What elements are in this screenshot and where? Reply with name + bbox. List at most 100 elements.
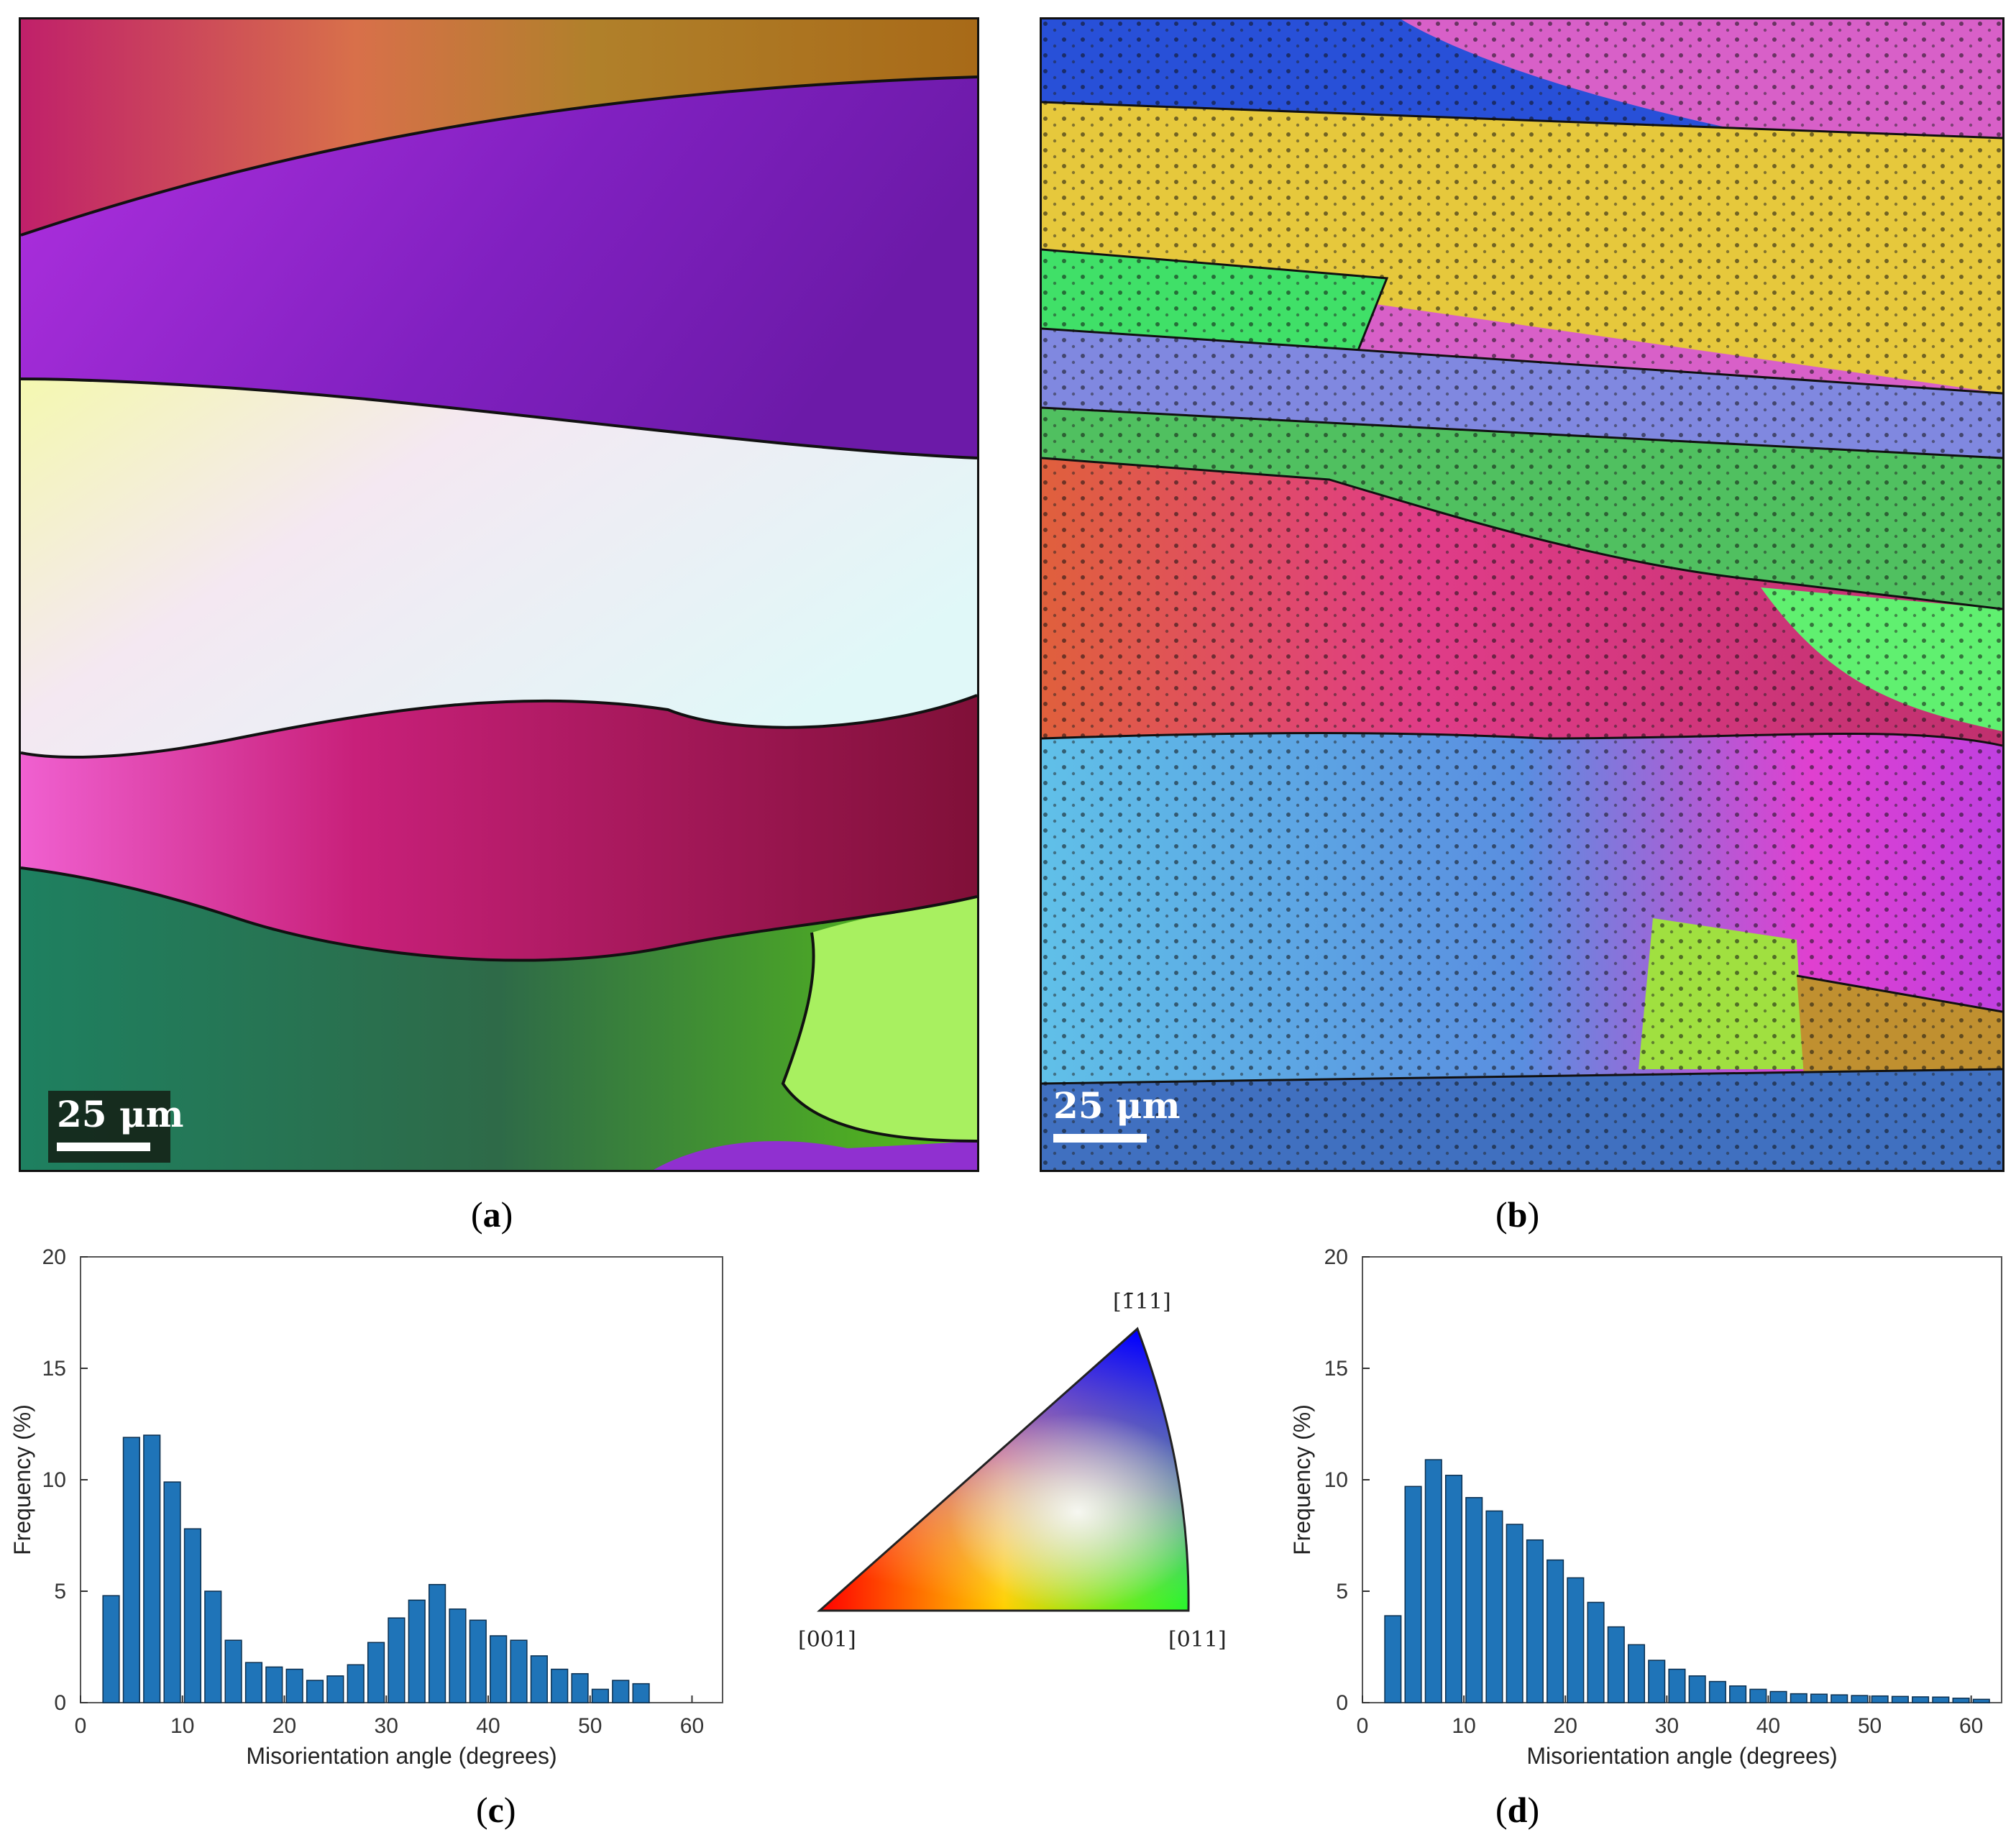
histogram-bar (1912, 1696, 1930, 1703)
histogram-bar (1790, 1693, 1807, 1703)
histogram-bar (490, 1635, 508, 1703)
histogram-bar (1587, 1601, 1605, 1703)
histogram-bar (1688, 1675, 1706, 1703)
histogram-bar (1932, 1696, 1950, 1703)
sublabel-c: (c) (476, 1790, 516, 1830)
y-tick-label: 15 (1324, 1357, 1348, 1381)
x-axis-label: Misorientation angle (degrees) (246, 1743, 556, 1769)
histogram-bar (1668, 1668, 1686, 1703)
histogram-bar (285, 1668, 303, 1703)
histogram-bar (1627, 1644, 1646, 1703)
histogram-bar (1648, 1660, 1666, 1703)
histogram-bar (1567, 1577, 1585, 1703)
histogram-bar (1465, 1497, 1483, 1703)
sublabel-c-text: c (487, 1790, 504, 1830)
histogram-c-svg: 0 5 10 15 20 0 10 20 30 40 50 60 Misorientation angl… (9, 1245, 723, 1769)
x-tick-label: 30 (375, 1714, 398, 1738)
y-tick-label: 10 (42, 1468, 66, 1492)
scale-bar-a-line (57, 1143, 150, 1151)
ipf-label-111: [1̄11] (1113, 1289, 1171, 1314)
histogram-bar (1708, 1680, 1726, 1703)
histogram-bar (449, 1608, 467, 1703)
sublabel-d-text: d (1507, 1790, 1528, 1830)
x-tick-label: 20 (272, 1714, 296, 1738)
histogram-bar (591, 1688, 609, 1703)
histogram-c: 0 5 10 15 20 0 10 20 30 40 50 60 Misorientation angl… (0, 1222, 741, 1798)
y-tick-label: 0 (1336, 1691, 1348, 1715)
histogram-bar (469, 1619, 487, 1703)
x-tick-label: 40 (476, 1714, 500, 1738)
y-axis-label: Frequency (%) (1289, 1404, 1315, 1555)
sublabel-a-text: a (482, 1194, 501, 1235)
histogram-bar (347, 1664, 365, 1703)
histogram-bar (102, 1595, 120, 1703)
histogram-bar (510, 1639, 528, 1703)
sublabel-b: (b) (1495, 1194, 1540, 1235)
histogram-bar (388, 1617, 406, 1703)
x-axis-label: Misorientation angle (degrees) (1526, 1743, 1837, 1769)
scale-bar-a-text: 25 μm (57, 1093, 184, 1135)
histogram-bar (1972, 1698, 1990, 1703)
sublabel-a: (a) (471, 1194, 513, 1235)
histogram-bar (367, 1642, 385, 1703)
scale-bar-b-line (1053, 1134, 1147, 1143)
histogram-bar (265, 1666, 283, 1703)
histogram-bar (1769, 1690, 1787, 1703)
histogram-bar (1607, 1626, 1625, 1703)
x-tick-label: 0 (75, 1714, 87, 1738)
ebsd-map-b: 25 μm (1040, 17, 2004, 1172)
x-tick-label: 30 (1655, 1714, 1679, 1738)
histogram-bar (1384, 1615, 1402, 1703)
histogram-bar (143, 1434, 161, 1703)
y-tick-label: 20 (42, 1245, 66, 1269)
x-tick-label: 40 (1756, 1714, 1780, 1738)
y-tick-label: 0 (54, 1691, 66, 1715)
x-tick-label: 20 (1554, 1714, 1577, 1738)
histogram-bar (1424, 1459, 1442, 1703)
histogram-bar (1810, 1693, 1828, 1703)
x-tick-label: 0 (1357, 1714, 1369, 1738)
y-axis-label: Frequency (%) (9, 1404, 35, 1555)
ebsd-map-a-graphic (21, 19, 977, 1170)
histogram-bar (1891, 1695, 1909, 1703)
histogram-bar (326, 1675, 344, 1703)
histogram-bar (244, 1662, 263, 1703)
x-tick-label: 10 (170, 1714, 194, 1738)
ipf-label-001: [001] (798, 1627, 856, 1652)
scale-bar-b: 25 μm (1049, 1084, 1186, 1155)
histogram-bar (429, 1583, 446, 1703)
y-tick-label: 5 (1336, 1580, 1348, 1603)
histogram-bar (1506, 1524, 1524, 1703)
y-tick-label: 20 (1324, 1245, 1348, 1269)
ipf-label-011: [011] (1168, 1627, 1227, 1652)
scale-bar-a: 25 μm (48, 1091, 184, 1163)
y-tick-label: 5 (54, 1580, 66, 1603)
x-tick-label: 50 (578, 1714, 602, 1738)
histogram-bar (1485, 1510, 1503, 1703)
histogram-bar (1444, 1475, 1463, 1703)
histogram-bar (204, 1590, 222, 1703)
histogram-bar (163, 1481, 181, 1703)
histogram-bar (530, 1655, 548, 1703)
histogram-d-svg: 0 5 10 15 20 0 10 20 30 40 50 60 Misorientation angl… (1289, 1245, 2002, 1769)
histogram-bar (1547, 1559, 1564, 1703)
histogram-bar (224, 1639, 242, 1703)
sublabel-d: (d) (1495, 1790, 1540, 1830)
histogram-bar (1952, 1698, 1970, 1703)
histogram-bar (1851, 1695, 1869, 1703)
histogram-bar (551, 1668, 569, 1703)
histogram-d: 0 5 10 15 20 0 10 20 30 40 50 60 Misorientation angl… (1280, 1222, 2016, 1798)
histogram-bar (122, 1437, 140, 1703)
histogram-bar (183, 1528, 202, 1703)
histogram-bar (632, 1683, 650, 1703)
histogram-bar (1526, 1539, 1544, 1703)
histogram-bar (1831, 1694, 1848, 1703)
histogram-bar (1871, 1695, 1889, 1703)
x-tick-label: 50 (1858, 1714, 1882, 1738)
histogram-bar (408, 1599, 426, 1703)
x-tick-label: 10 (1452, 1714, 1475, 1738)
ebsd-map-b-graphic (1042, 19, 2002, 1170)
histogram-bar (571, 1672, 589, 1703)
histogram-bar (1729, 1685, 1747, 1703)
x-tick-label: 60 (1959, 1714, 1983, 1738)
